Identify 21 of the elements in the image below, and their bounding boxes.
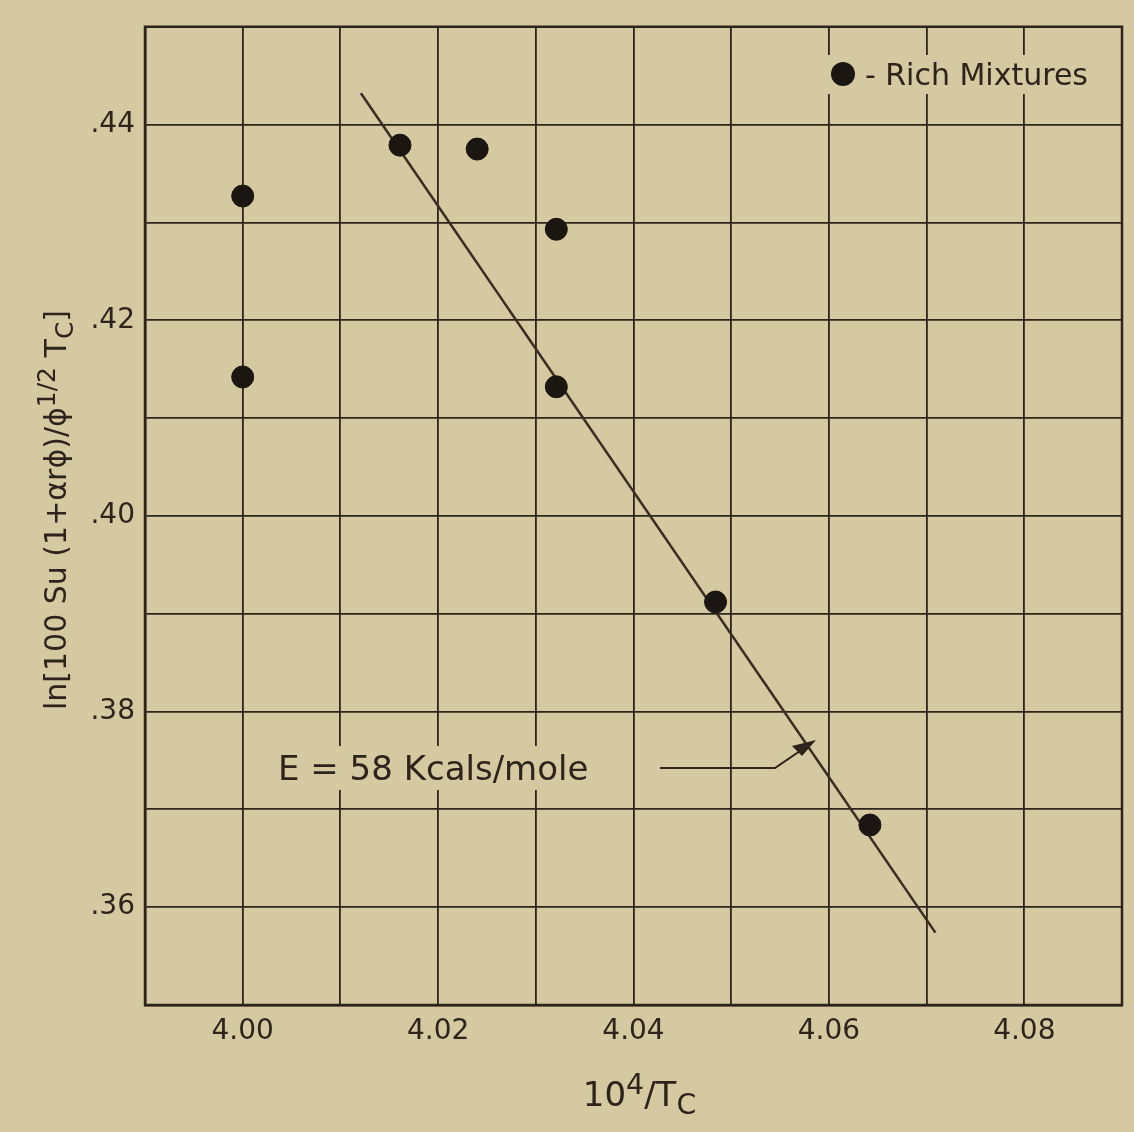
legend-label: - Rich Mixtures xyxy=(864,56,1088,92)
x-tick-label: 4.00 xyxy=(211,1013,274,1047)
point xyxy=(231,365,255,389)
y-tick-label: .40 xyxy=(90,497,135,531)
y-tick-label: .44 xyxy=(90,105,135,139)
y-tick-label: .38 xyxy=(90,692,135,726)
point xyxy=(544,375,568,399)
x-tick-label: 4.04 xyxy=(602,1013,665,1047)
x-axis-title: 10$^{4}$/T$_{C}$ xyxy=(581,1068,697,1122)
point xyxy=(858,813,882,837)
point xyxy=(231,184,255,208)
point xyxy=(465,137,489,161)
point xyxy=(388,133,412,157)
y-tick-label: .36 xyxy=(90,888,135,922)
x-tick-label: 4.06 xyxy=(797,1013,861,1047)
x-tick-label: 4.08 xyxy=(993,1013,1056,1047)
x-tick-label: 4.02 xyxy=(406,1013,470,1047)
y-tick-label: .42 xyxy=(90,301,135,335)
annotation: E = 58 Kcals/mole xyxy=(272,746,595,790)
point xyxy=(704,590,728,614)
point xyxy=(544,217,568,241)
